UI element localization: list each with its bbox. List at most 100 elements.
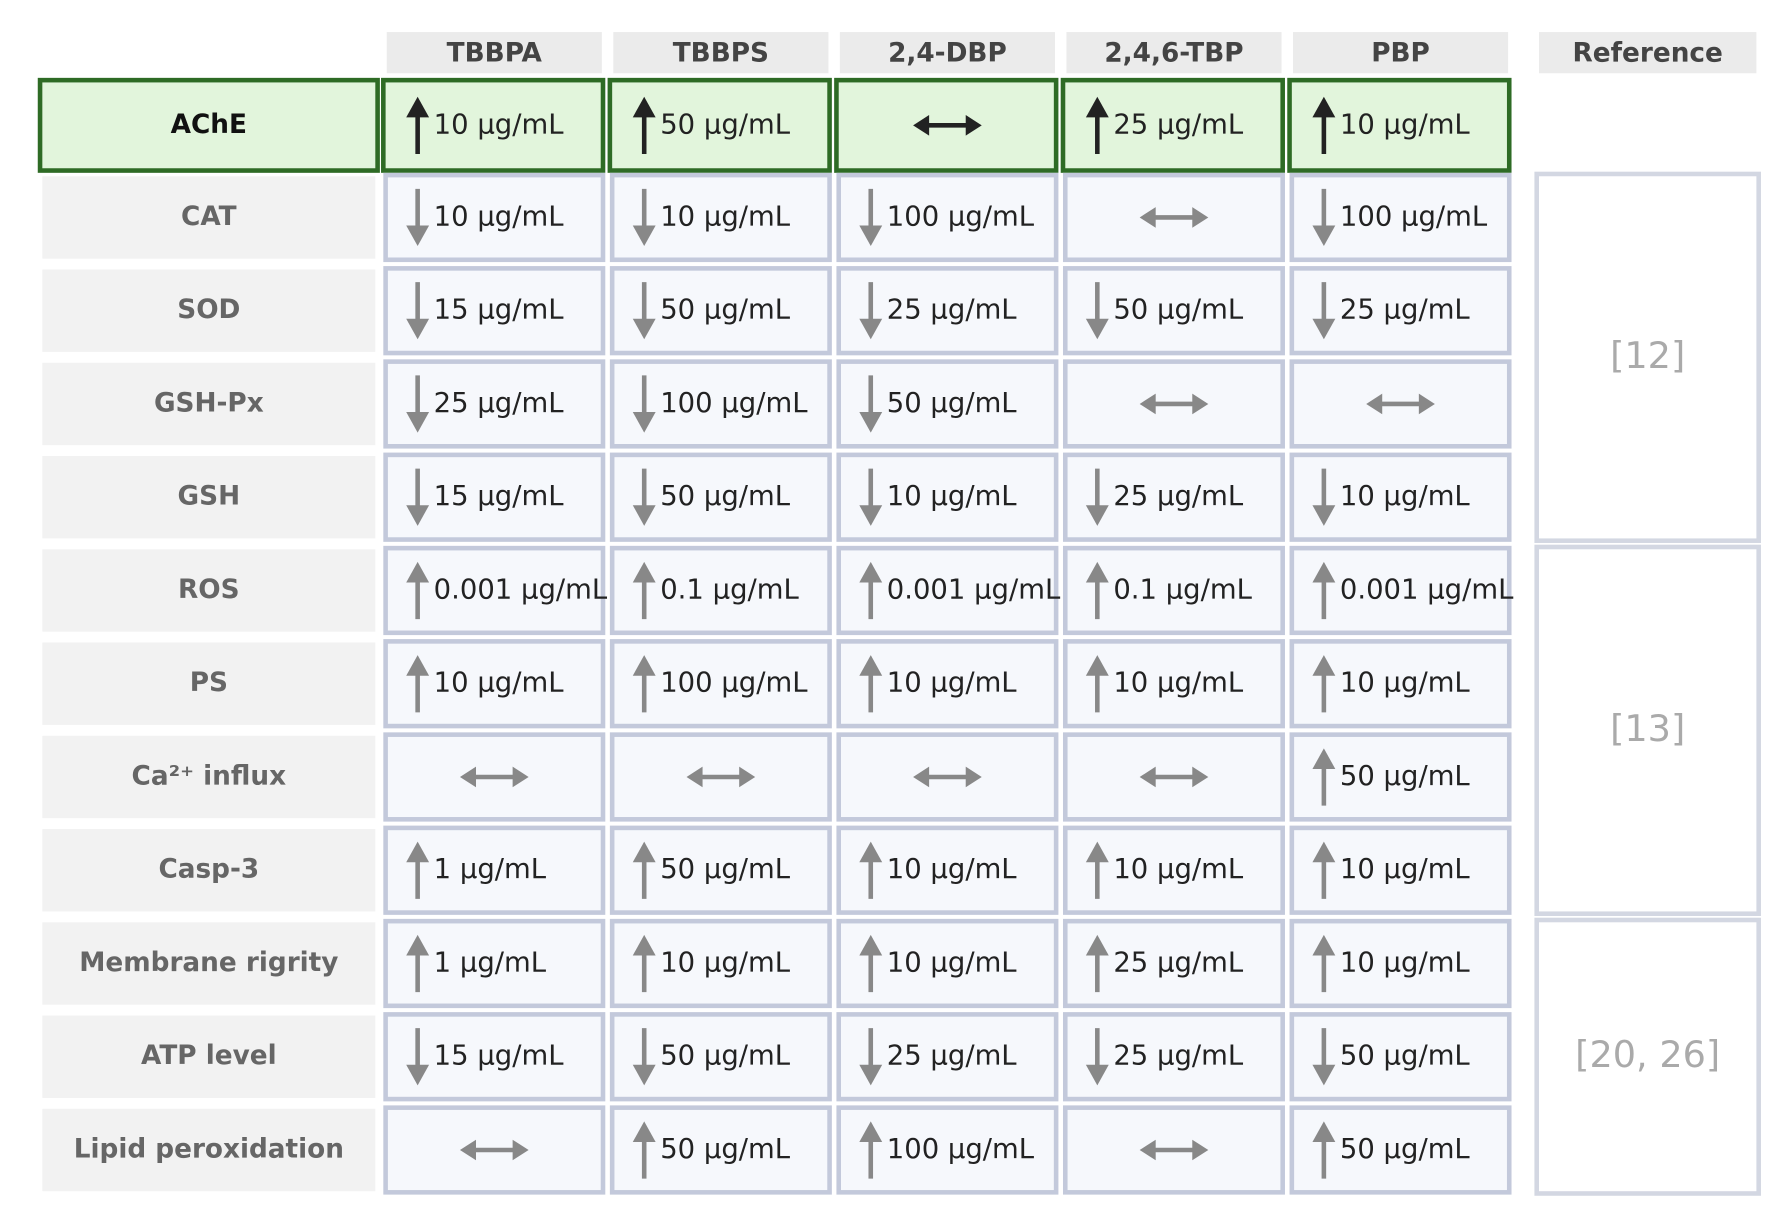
arrow-up [1312, 1121, 1336, 1142]
arrow-both [1192, 1139, 1209, 1161]
cell [1289, 452, 1512, 542]
dose: 15 μg/mL [434, 1041, 565, 1072]
arrow-up [859, 934, 883, 956]
arrow-down [632, 225, 656, 247]
arrow-both [1418, 393, 1435, 415]
arrow-up [406, 561, 430, 583]
dose: 25 μg/mL [434, 388, 565, 419]
cell [836, 639, 1059, 729]
dose: 25 μg/mL [1113, 481, 1244, 512]
arrow-up [1312, 748, 1336, 769]
arrow-both [686, 766, 703, 788]
row-label: GSH-Px [154, 388, 264, 418]
dose: 0.001 μg/mL [887, 574, 1061, 605]
cell [836, 1012, 1059, 1102]
cell [383, 452, 606, 542]
arrow-down [1085, 1064, 1109, 1086]
arrow-both [1139, 766, 1156, 788]
cell [609, 825, 832, 915]
row-label-bg [42, 642, 376, 725]
arrow-up [1085, 96, 1109, 118]
arrow-both [1192, 207, 1209, 228]
cell [1062, 1012, 1285, 1102]
row-label-bg [42, 922, 376, 1005]
arrow-both [1139, 1139, 1156, 1161]
dose: 10 μg/mL [660, 947, 791, 978]
dose: 50 μg/mL [1340, 1134, 1471, 1165]
arrow-down [1085, 318, 1109, 340]
column-header-bg [386, 32, 602, 74]
arrow-up [1085, 561, 1109, 583]
arrow-both [913, 115, 930, 136]
arrow-both [965, 115, 982, 136]
dose: 50 μg/mL [660, 109, 791, 140]
arrow-both [1139, 207, 1156, 228]
column-header: TBBPA [447, 38, 543, 68]
cell [609, 452, 832, 542]
dose: 25 μg/mL [1113, 109, 1244, 140]
cell [1289, 266, 1512, 356]
reference: [20, 26] [1575, 1033, 1720, 1076]
arrow-up [1312, 96, 1336, 118]
column-header: 2,4,6-TBP [1104, 38, 1243, 68]
dose: 15 μg/mL [434, 481, 565, 512]
arrow-down [632, 318, 656, 340]
row-label: ATP level [141, 1041, 277, 1071]
dose: 100 μg/mL [887, 201, 1035, 232]
cell [836, 172, 1059, 263]
cell [609, 172, 832, 263]
column-header-bg [839, 32, 1055, 74]
cell [383, 639, 606, 729]
arrow-down [406, 225, 430, 247]
dose: 100 μg/mL [660, 668, 808, 699]
dose: 25 μg/mL [1340, 295, 1471, 326]
arrow-up [632, 561, 656, 583]
arrow-down [406, 505, 430, 526]
cell [383, 266, 606, 356]
cell [1289, 639, 1512, 729]
dose: 25 μg/mL [887, 1041, 1018, 1072]
arrow-down [1312, 1064, 1336, 1086]
cell [836, 1105, 1059, 1195]
row-label: SOD [177, 295, 240, 325]
arrow-up [406, 841, 430, 863]
reference-header: Reference [1573, 38, 1723, 68]
arrow-both [913, 766, 930, 788]
dose: 10 μg/mL [1113, 668, 1244, 699]
column-header: TBBPS [673, 38, 769, 68]
column-header-bg [613, 32, 829, 74]
arrow-down [1312, 505, 1336, 526]
arrow-up [859, 561, 883, 583]
cell [609, 266, 832, 356]
dose: 25 μg/mL [887, 295, 1018, 326]
row-label-bg [42, 362, 376, 446]
dose: 10 μg/mL [660, 201, 791, 232]
column-header-bg [1066, 32, 1282, 74]
dose: 0.001 μg/mL [434, 574, 608, 605]
reference-box [1534, 544, 1761, 917]
cell [609, 918, 832, 1009]
cell [1289, 732, 1512, 822]
column-header: 2,4-DBP [888, 38, 1007, 68]
column-header-bg [1292, 32, 1509, 74]
row-label-bg [42, 549, 376, 632]
row-label: Casp-3 [158, 855, 259, 885]
arrow-up [632, 1121, 656, 1142]
arrow-down [859, 505, 883, 526]
dose: 100 μg/mL [887, 1134, 1035, 1165]
cell [1062, 545, 1285, 636]
row-label: Ca²⁺ influx [132, 761, 287, 791]
row-label: AChE [171, 110, 247, 140]
dose: 10 μg/mL [1340, 947, 1471, 978]
arrow-down [1312, 225, 1336, 247]
arrow-both [459, 1139, 476, 1161]
cell [836, 452, 1059, 542]
row-label: GSH [178, 482, 241, 512]
cell [1062, 639, 1285, 729]
cell [609, 1105, 832, 1195]
reference-box [1534, 917, 1761, 1196]
cell [836, 359, 1059, 449]
column-header: PBP [1371, 38, 1430, 68]
